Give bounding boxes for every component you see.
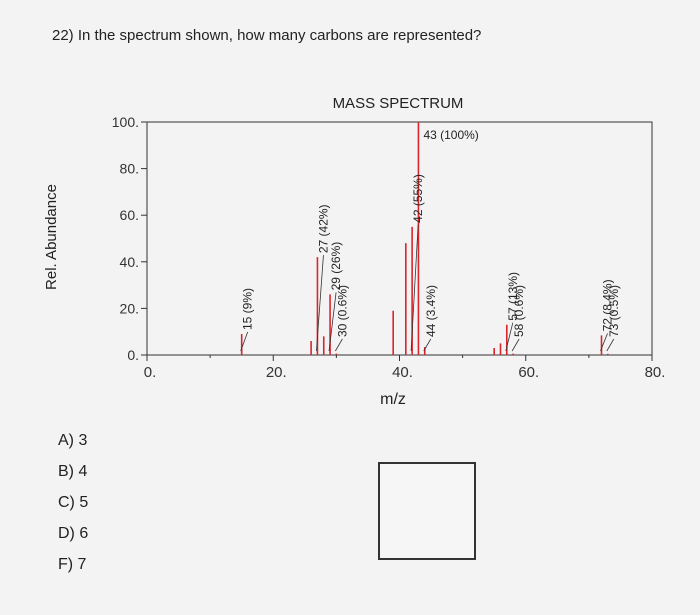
answer-box[interactable] [378,462,476,560]
x-tick-label: 20. [266,364,287,381]
peak-annotation: 57 (13%) [506,272,520,321]
y-tick-label: 40. [120,254,139,270]
y-tick-label: 60. [120,207,139,223]
peak-annotation: 58 (0.6%) [512,285,526,337]
y-tick-label: 100. [112,114,139,130]
annotation-leader [335,338,343,352]
annotation-leader [600,333,608,352]
peak-annotation: 30 (0.6%) [335,285,349,337]
peak-annotation: 29 (26%) [329,242,343,291]
annotation-leader [328,292,337,352]
annotation-leader [316,255,324,352]
option-b[interactable]: B) 4 [58,463,88,480]
question-text: 22) In the spectrum shown, how many carb… [52,27,482,44]
option-d[interactable]: D) 6 [58,525,89,542]
option-a[interactable]: A) 3 [58,432,88,449]
y-tick-label: 0. [127,347,139,363]
option-f[interactable]: F) 7 [58,556,87,573]
peak-annotation: 72 (8.4%) [601,279,615,331]
peak-annotation: 15 (9%) [241,288,255,330]
annotation-leader [240,331,249,352]
x-tick-label: 60. [518,364,539,381]
peak-annotation: 27 (42%) [316,204,330,253]
option-c[interactable]: C) 5 [58,494,89,511]
annotation-leader [505,322,514,352]
y-axis-label: Rel. Abundance [43,184,60,290]
plot-frame [146,121,653,356]
peak-annotation: 73 (0.5%) [607,285,621,337]
y-axis: 0. 20. 40. 60. 80. 100. [112,114,147,363]
answer-options: A) 3 B) 4 C) 5 D) 6 F) 7 [58,425,88,580]
annotation-leader [410,224,419,352]
peak-annotations: 15 (9%) 27 (42%)29 (26%)30 (0.6%) 42 (55%)… [240,128,621,352]
x-tick-label: 80. [645,364,666,381]
annotation-leader [423,338,432,352]
peak-annotation: 42 (55%) [411,174,425,223]
y-tick-label: 20. [120,300,139,316]
annotation-leader [511,338,520,352]
annotation-leader [606,338,615,352]
x-tick-label: 40. [392,364,413,381]
chart-title: MASS SPECTRUM [333,95,464,112]
x-tick-label: 0. [144,364,157,381]
peak-annotation: 43 (100%) [423,128,478,142]
peak-annotation: 44 (3.4%) [424,285,438,337]
y-tick-label: 80. [120,161,139,177]
x-axis-label: m/z [380,391,406,408]
x-axis: 0. 20. 40. 60. 80. [144,355,666,381]
